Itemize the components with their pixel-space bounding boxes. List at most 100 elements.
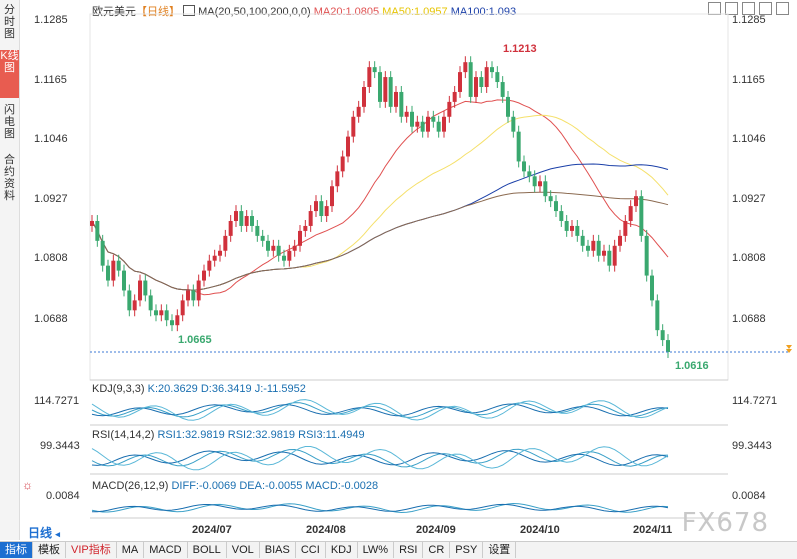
candle-body [458, 72, 462, 92]
candle-body [388, 77, 393, 107]
candle-body [516, 131, 521, 162]
candle-body [324, 206, 329, 217]
candle-body [527, 171, 532, 177]
macd-label: MACD(26,12,9) [92, 480, 169, 492]
btn-bias[interactable]: BIAS [260, 542, 296, 558]
ma-lines [91, 99, 669, 296]
candle-body [383, 77, 388, 102]
ma-icon[interactable] [183, 5, 196, 16]
btn-vol[interactable]: VOL [227, 542, 260, 558]
candle-body [372, 67, 377, 73]
candle-body [506, 96, 510, 117]
sun-icon[interactable]: ☼ [22, 478, 33, 492]
candle-body [410, 111, 414, 127]
candle-body [239, 211, 244, 226]
rsi-2: RSI2:32.9819 [227, 429, 296, 441]
tab-kline-label: K线图 [0, 50, 19, 74]
candle-body [175, 315, 180, 326]
candle-body [623, 220, 628, 236]
btn-boll[interactable]: BOLL [188, 542, 227, 558]
low-label-left: 1.0665 [178, 334, 212, 346]
btn-lw[interactable]: LW% [358, 542, 395, 558]
candle-body [319, 201, 324, 217]
btn-rsi[interactable]: RSI [394, 542, 424, 558]
candle-body [612, 245, 617, 266]
bottom-toolbar: 指标 模板 VIP指标 MA MACD BOLL VOL BIAS CCI KD… [0, 541, 797, 559]
fullscreen-icon[interactable] [776, 2, 789, 15]
period-button[interactable]: 日线 ◂ [28, 524, 60, 541]
candle-body [308, 211, 313, 226]
period-tag[interactable]: 【日线】 [136, 6, 180, 18]
price-label-right-2: 1.1165 [732, 74, 765, 86]
candle-body [106, 265, 110, 281]
candle-body [666, 340, 670, 352]
candle-body [591, 240, 596, 251]
candle-body [122, 270, 126, 291]
price-label-right-6: 1.0688 [732, 313, 766, 325]
btn-psy[interactable]: PSY [450, 542, 484, 558]
kdj-j: J:-11.5952 [254, 383, 306, 395]
candle-body [378, 72, 382, 102]
btn-vip-indicator[interactable]: VIP指标 [66, 542, 117, 558]
candle-body [159, 310, 164, 316]
rsi-3-line [91, 446, 669, 471]
tab-flash[interactable]: 闪电图 [0, 104, 19, 144]
candle-body [564, 220, 569, 231]
candle-body [479, 77, 484, 87]
candle-body [436, 121, 441, 132]
btn-ma[interactable]: MA [117, 542, 145, 558]
candle-body [276, 245, 281, 256]
ma50-value: MA50:1.0957 [382, 6, 448, 18]
candle-body [586, 245, 590, 251]
candle-body [340, 156, 345, 172]
kdj-d: D:36.3419 [200, 383, 252, 395]
candle-body [170, 320, 174, 326]
tab-kline[interactable]: K线图 [0, 50, 19, 98]
candle-body [602, 250, 606, 256]
period-button-label: 日线 [28, 526, 53, 540]
candle-body [298, 230, 302, 246]
rsi-2-line [91, 450, 669, 466]
candle-body [266, 240, 270, 251]
kdj-d-line [91, 403, 669, 417]
candle-body [218, 250, 222, 256]
rsi-label: RSI(14,14,2) [92, 429, 155, 441]
candle-body [138, 280, 142, 301]
tab-timeline[interactable]: 分时图 [0, 4, 19, 44]
btn-kdj[interactable]: KDJ [326, 542, 358, 558]
candle-body [90, 220, 94, 226]
refresh-icon[interactable] [759, 2, 772, 15]
candle-body [495, 72, 500, 83]
dropdown-icon: ◂ [55, 529, 60, 539]
btn-cr[interactable]: CR [423, 542, 451, 558]
candle-body [394, 91, 398, 107]
grid [89, 13, 729, 519]
candle-body [234, 211, 238, 221]
btn-cci[interactable]: CCI [296, 542, 326, 558]
btn-indicator[interactable]: 指标 [0, 542, 33, 558]
ma50-line [91, 114, 669, 291]
btn-macd[interactable]: MACD [144, 542, 188, 558]
candle-body [154, 310, 158, 316]
candle-body [650, 275, 654, 301]
price-label-right-3: 1.1046 [732, 133, 766, 145]
candle-body [100, 240, 105, 266]
x-label-4: 2024/10 [520, 524, 560, 536]
candle-body [404, 111, 409, 117]
btn-template[interactable]: 模板 [33, 542, 66, 558]
candle-body [282, 255, 286, 261]
price-marker-icon [786, 345, 792, 349]
candle-body [522, 161, 526, 172]
candle-body [186, 290, 190, 301]
price-label-left-1: 1.1285 [34, 14, 68, 26]
zoom-out-icon[interactable] [725, 2, 738, 15]
tab-contract-info[interactable]: 合约资料 [0, 154, 19, 210]
candle-body [191, 290, 196, 301]
btn-settings[interactable]: 设置 [483, 542, 517, 558]
price-label-left-3: 1.1046 [34, 133, 68, 145]
candle-body [335, 171, 340, 187]
candle-body [351, 116, 356, 137]
kdj-label: KDJ(9,3,3) [92, 383, 145, 395]
move-icon[interactable] [742, 2, 755, 15]
